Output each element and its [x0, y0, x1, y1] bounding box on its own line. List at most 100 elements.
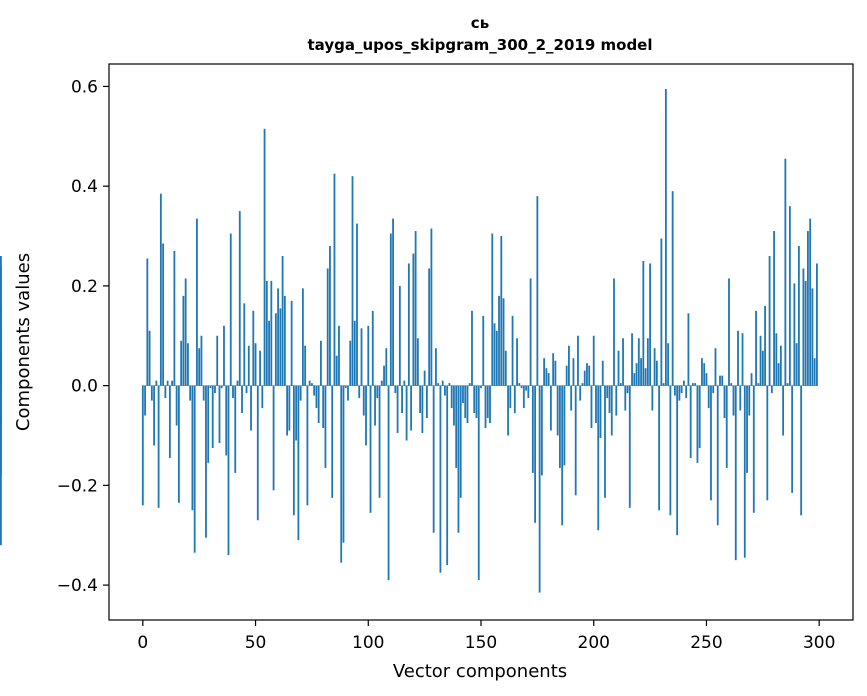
bar — [220, 385, 223, 389]
bar — [297, 385, 300, 541]
bar — [669, 385, 672, 516]
bar — [795, 343, 798, 386]
bar — [570, 385, 573, 411]
bar — [344, 385, 347, 389]
bar — [707, 385, 710, 409]
bar — [556, 385, 559, 436]
bar — [595, 385, 597, 424]
bar — [155, 380, 158, 386]
bar — [692, 383, 694, 386]
bar — [0, 385, 2, 476]
bar — [513, 385, 516, 414]
bar — [207, 385, 210, 463]
bar — [347, 385, 349, 401]
bar — [304, 345, 307, 386]
bar — [495, 330, 498, 386]
bar — [459, 385, 462, 498]
bar — [356, 223, 358, 386]
bar — [615, 385, 618, 416]
bar — [561, 385, 564, 526]
bar — [211, 385, 214, 448]
bar — [376, 385, 379, 399]
bar — [538, 385, 541, 593]
bar — [439, 385, 442, 573]
bar — [232, 385, 234, 399]
bar — [507, 385, 509, 436]
bar — [622, 338, 624, 386]
bar — [793, 283, 796, 386]
bar — [187, 343, 189, 386]
bar — [405, 385, 408, 441]
bar — [349, 340, 352, 386]
bar — [205, 385, 207, 538]
y-tick-label: −0.4 — [57, 576, 98, 596]
bar — [680, 385, 683, 394]
bar — [414, 231, 417, 386]
bar — [480, 385, 482, 389]
bar — [770, 385, 773, 394]
bar — [180, 340, 183, 386]
bar — [549, 385, 552, 431]
bar — [342, 385, 345, 543]
bar — [225, 385, 228, 456]
bar — [509, 385, 512, 409]
bar — [658, 385, 661, 511]
bar — [256, 385, 259, 521]
bar — [412, 253, 415, 386]
bar — [597, 385, 600, 531]
bar — [755, 310, 757, 386]
bar — [518, 383, 521, 386]
bar — [655, 360, 658, 386]
bar — [554, 360, 557, 386]
bar — [146, 258, 149, 386]
bar — [369, 385, 372, 513]
bar — [189, 385, 192, 401]
bar — [380, 380, 383, 386]
y-tick-label: 0.4 — [71, 177, 98, 197]
bar — [689, 385, 692, 458]
bar — [216, 335, 219, 386]
bar — [272, 385, 275, 491]
bar — [766, 385, 769, 501]
bar — [313, 385, 316, 396]
bar — [168, 385, 171, 458]
bar — [446, 385, 449, 566]
bar — [177, 385, 180, 503]
bar — [536, 196, 539, 386]
bar — [247, 345, 250, 386]
bar — [141, 385, 144, 506]
x-axis-label: Vector components — [393, 661, 567, 682]
bar — [340, 385, 343, 563]
bar — [543, 358, 546, 386]
bar — [522, 385, 525, 409]
bar — [193, 385, 196, 553]
bar — [243, 303, 246, 386]
bar — [761, 350, 764, 386]
bar — [358, 385, 361, 399]
bar — [473, 385, 476, 414]
bar — [531, 385, 534, 473]
bar — [263, 128, 266, 386]
bar — [809, 218, 812, 386]
bar — [410, 385, 413, 431]
bar — [678, 385, 681, 401]
bar — [644, 368, 647, 386]
chart-title: сь — [471, 14, 489, 32]
bar — [292, 385, 295, 516]
x-axis-ticks: 0 50 100 150 200 250 300 — [137, 620, 835, 653]
bar — [813, 358, 816, 386]
bar — [764, 305, 766, 386]
bar — [608, 385, 611, 414]
bar — [563, 385, 566, 466]
bar — [236, 380, 239, 386]
bar — [651, 385, 654, 411]
bar-series — [0, 88, 818, 593]
bar — [579, 385, 582, 401]
bar — [198, 348, 201, 386]
bar — [353, 320, 356, 386]
bar — [714, 348, 717, 386]
bar — [416, 338, 419, 386]
bar — [360, 328, 363, 386]
bar — [315, 385, 318, 409]
